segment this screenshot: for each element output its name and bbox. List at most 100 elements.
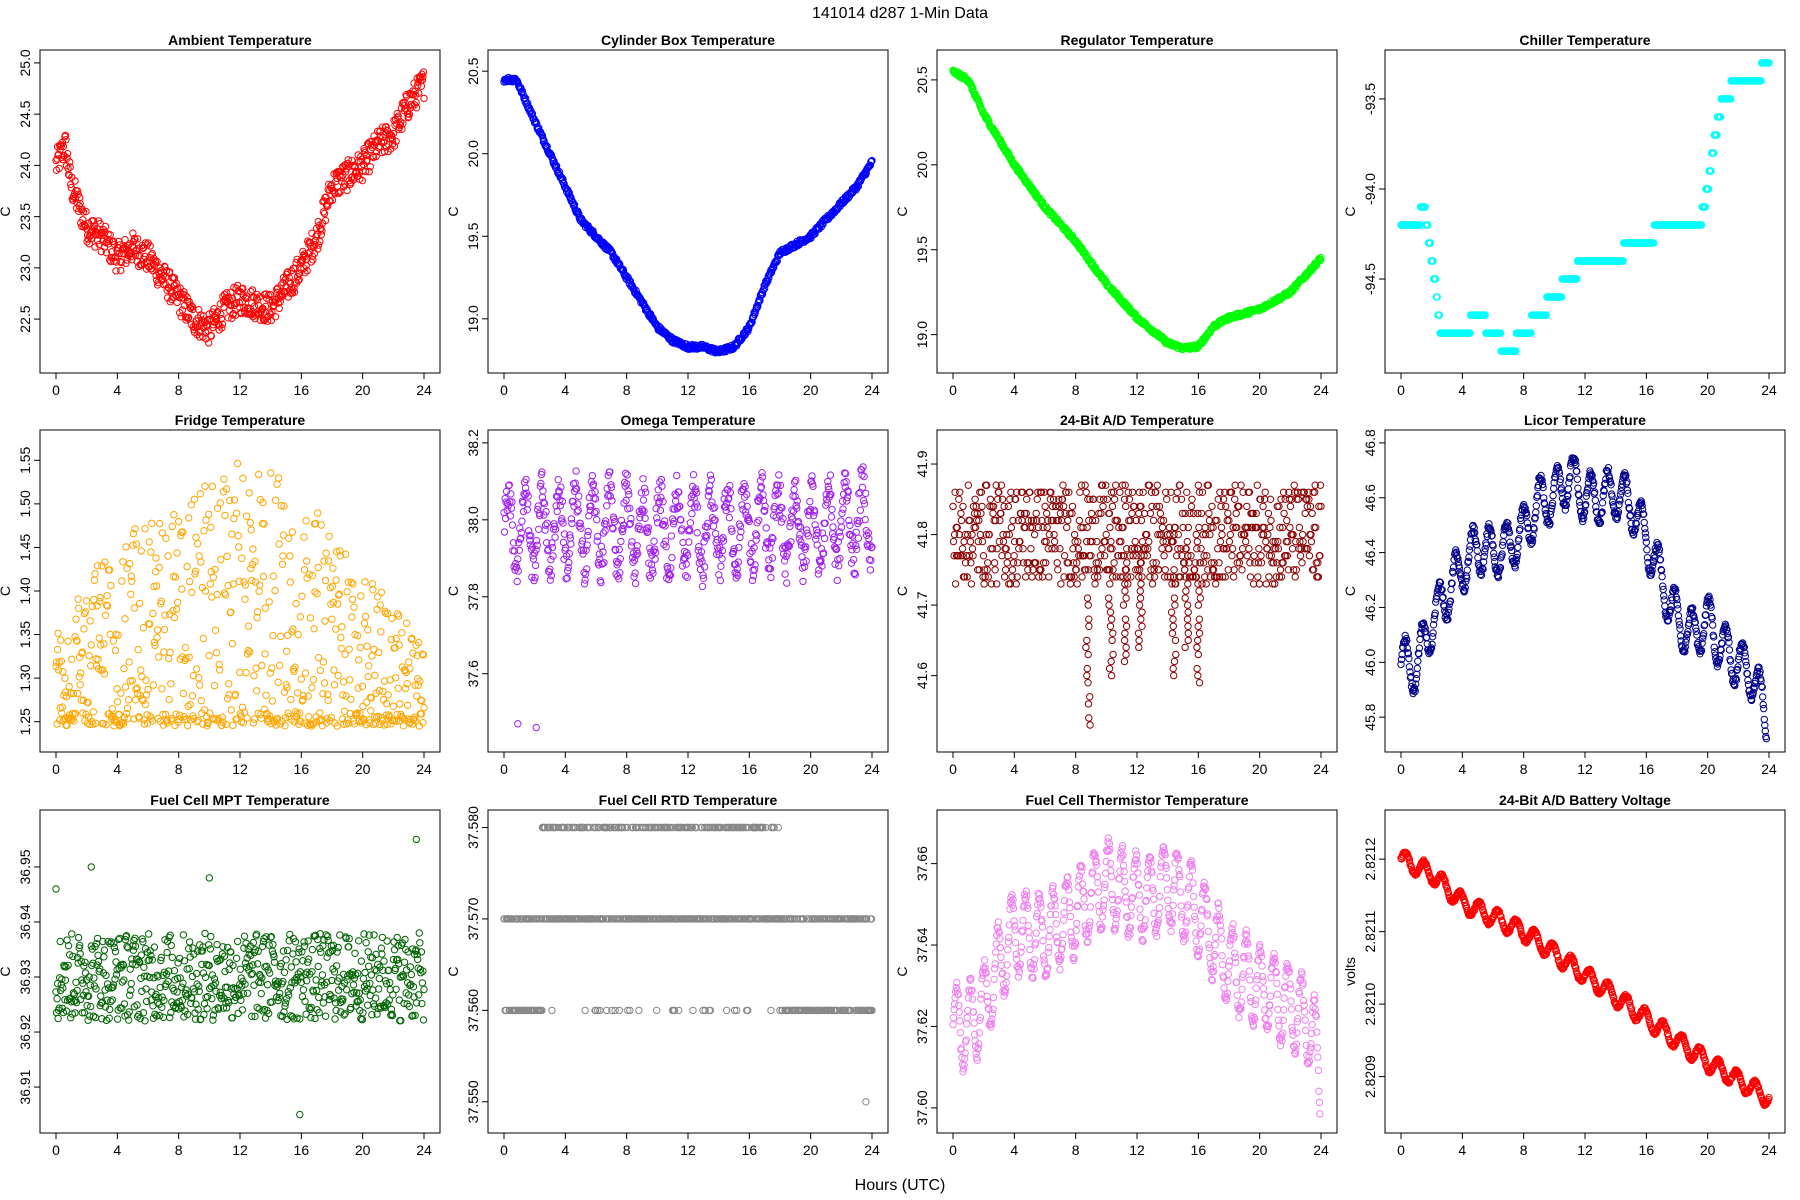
- data-point: [274, 678, 282, 686]
- x-tick-label: 0: [500, 761, 508, 777]
- y-tick-label: 20.0: [914, 151, 930, 178]
- data-point: [856, 506, 865, 514]
- data-point: [74, 604, 83, 612]
- data-point: [63, 150, 72, 158]
- data-point: [211, 626, 220, 634]
- data-point: [221, 511, 229, 520]
- data-point: [361, 167, 370, 176]
- data-point: [247, 564, 255, 573]
- data-point: [524, 99, 532, 107]
- data-point: [951, 580, 960, 588]
- data-point: [216, 499, 225, 507]
- data-point: [160, 648, 168, 656]
- data-point: [828, 505, 836, 514]
- data-point: [1073, 580, 1081, 588]
- data-point: [125, 658, 133, 666]
- data-point: [310, 625, 318, 633]
- data-point: [241, 294, 250, 302]
- data-point: [1158, 545, 1166, 553]
- data-point: [337, 633, 345, 642]
- data-point: [245, 489, 253, 497]
- data-point: [212, 649, 221, 657]
- data-point: [170, 511, 178, 519]
- data-point: [346, 676, 354, 684]
- data-point: [306, 614, 314, 622]
- data-point: [1110, 495, 1119, 503]
- data-point: [396, 700, 404, 708]
- data-point: [949, 537, 958, 546]
- y-tick-label: 22.5: [17, 305, 33, 332]
- data-point: [382, 123, 390, 131]
- data-point: [1156, 509, 1165, 518]
- data-point: [249, 545, 257, 553]
- x-tick-label: 12: [1577, 382, 1593, 398]
- data-point: [775, 471, 783, 479]
- data-point: [1183, 537, 1192, 546]
- data-point: [1027, 545, 1035, 553]
- data-point: [1226, 530, 1235, 539]
- data-point: [1030, 530, 1039, 539]
- data-point: [242, 669, 250, 677]
- data-point: [196, 490, 205, 498]
- data-point: [1068, 502, 1077, 511]
- data-point: [1160, 552, 1168, 560]
- data-point: [1008, 566, 1017, 574]
- data-point: [1053, 559, 1061, 567]
- data-point: [765, 556, 773, 564]
- x-tick-label: 8: [1072, 761, 1080, 777]
- data-point: [343, 588, 351, 596]
- data-point: [1245, 545, 1253, 553]
- data-point: [768, 554, 777, 562]
- data-point: [165, 654, 173, 663]
- data-point: [1066, 580, 1075, 588]
- data-point: [315, 241, 323, 249]
- data-point: [1087, 552, 1095, 560]
- data-point: [1010, 552, 1018, 560]
- data-point: [1148, 580, 1157, 588]
- data-point: [107, 257, 115, 266]
- data-point: [384, 691, 392, 699]
- data-point: [968, 530, 976, 539]
- data-point: [584, 527, 592, 536]
- data-point: [268, 697, 277, 705]
- data-point: [999, 530, 1007, 539]
- data-point: [716, 576, 725, 585]
- plot-frame: [39, 49, 441, 374]
- data-point: [1021, 573, 1030, 581]
- x-tick-label: 4: [561, 382, 569, 398]
- data-point: [1229, 573, 1238, 581]
- data-point: [225, 680, 233, 688]
- data-point: [547, 556, 555, 564]
- data-point: [192, 533, 200, 541]
- data-point: [1110, 559, 1118, 567]
- x-tick-label: 12: [680, 761, 696, 777]
- data-point: [382, 143, 391, 151]
- y-tick-label: 1.25: [17, 708, 33, 735]
- data-point: [193, 540, 202, 548]
- data-point: [178, 585, 186, 593]
- data-point: [118, 577, 126, 585]
- data-point: [103, 592, 111, 600]
- y-tick-label: 37.8: [465, 583, 481, 610]
- data-point: [390, 142, 399, 150]
- data-point: [820, 534, 829, 543]
- x-tick-label: 4: [113, 761, 121, 777]
- data-points: [500, 74, 876, 357]
- data-point: [336, 171, 344, 180]
- data-point: [629, 558, 637, 566]
- data-point: [303, 267, 311, 275]
- data-point: [200, 527, 208, 535]
- data-point: [756, 477, 765, 485]
- data-points: [1397, 59, 1773, 355]
- data-point: [1078, 573, 1086, 581]
- data-point: [122, 543, 130, 551]
- data-point: [316, 709, 324, 717]
- data-point: [592, 507, 600, 516]
- data-point: [90, 576, 99, 584]
- data-point: [261, 604, 270, 612]
- data-point: [1145, 537, 1153, 546]
- data-point: [356, 643, 364, 652]
- data-point: [354, 684, 362, 692]
- data-point: [525, 104, 533, 113]
